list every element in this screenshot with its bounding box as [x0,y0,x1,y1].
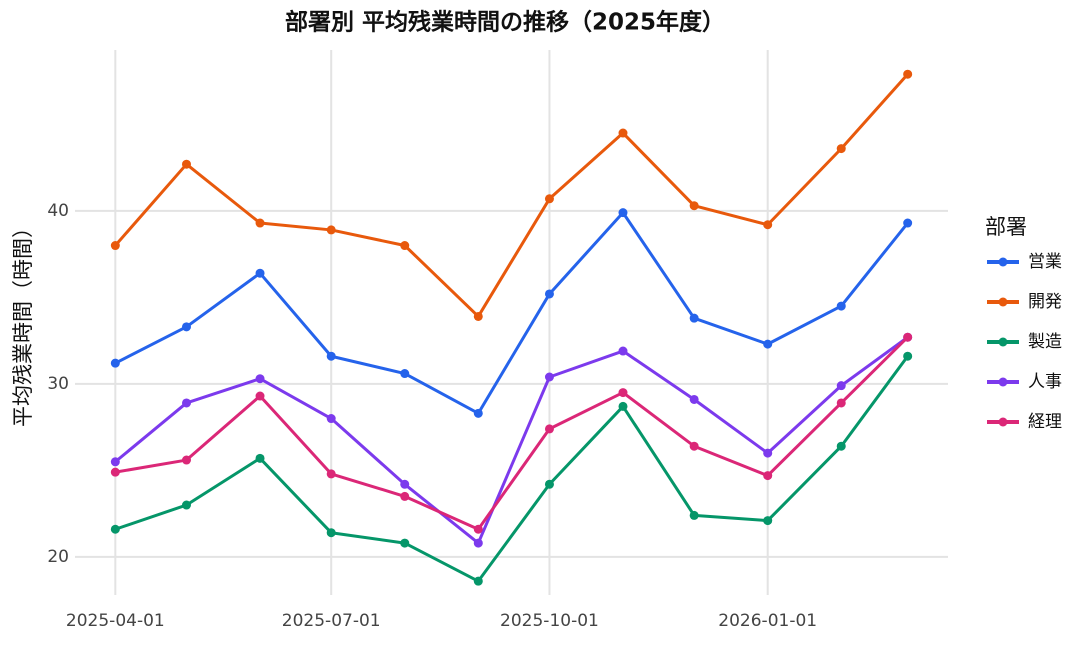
point [473,524,483,534]
y-tick-label: 40 [47,201,69,221]
point [255,268,265,278]
point [836,381,846,391]
point [181,398,191,408]
point [689,510,699,520]
series-line [114,335,909,545]
point [903,69,913,79]
point [110,524,120,534]
point [473,408,483,418]
point [618,401,628,411]
point [836,441,846,451]
point [400,369,410,379]
point [255,374,265,384]
point [110,358,120,368]
point [763,471,773,481]
point [544,194,554,204]
point [903,351,913,361]
point [181,500,191,510]
legend-swatch-point [998,377,1008,387]
point [836,144,846,154]
series-line [115,336,909,531]
y-tick-label: 30 [47,374,69,394]
point [400,479,410,489]
point [326,528,336,538]
point [689,313,699,323]
x-tick-label: 2025-04-01 [66,611,165,631]
point [473,311,483,321]
point [326,414,336,424]
legend-label: 人事 [1028,372,1062,392]
point [181,455,191,465]
point [836,398,846,408]
point [618,208,628,218]
point [400,491,410,501]
series-line [114,211,909,415]
series-line [114,355,909,583]
point [400,241,410,251]
point [110,457,120,467]
legend-swatch-point [998,337,1008,347]
point [903,218,913,228]
legend-label: 開発 [1028,292,1062,312]
point [326,351,336,361]
point [544,479,554,489]
point [618,346,628,356]
point [544,289,554,299]
point [618,128,628,138]
point [544,424,554,434]
point [903,332,913,342]
legend-swatch-point [998,257,1008,267]
legend-swatch-point [998,297,1008,307]
point [110,467,120,477]
point [544,372,554,382]
legend-label: 経理 [1028,412,1062,432]
point [326,225,336,235]
legend-label: 製造 [1028,332,1062,352]
point [689,394,699,404]
point [255,218,265,228]
legend-label: 営業 [1028,252,1062,272]
point [689,441,699,451]
point [689,201,699,211]
point [763,448,773,458]
series-line [114,73,909,318]
point [473,538,483,548]
point [763,516,773,526]
point [255,391,265,401]
y-tick-label: 20 [47,547,69,567]
point [763,220,773,230]
point [473,576,483,586]
point [400,538,410,548]
point [181,159,191,169]
y-axis-label: 平均残業時間（時間） [11,217,35,427]
chart-title: 部署別 平均残業時間の推移（2025年度） [285,9,725,36]
point [110,241,120,251]
point [763,339,773,349]
point [255,453,265,463]
x-tick-label: 2025-10-01 [500,611,599,631]
point [181,322,191,332]
point [836,301,846,311]
x-tick-label: 2026-01-01 [718,611,817,631]
x-tick-label: 2025-07-01 [282,611,381,631]
legend-title: 部署 [985,215,1027,239]
legend-swatch-point [998,417,1008,427]
point [618,388,628,398]
point [326,469,336,479]
